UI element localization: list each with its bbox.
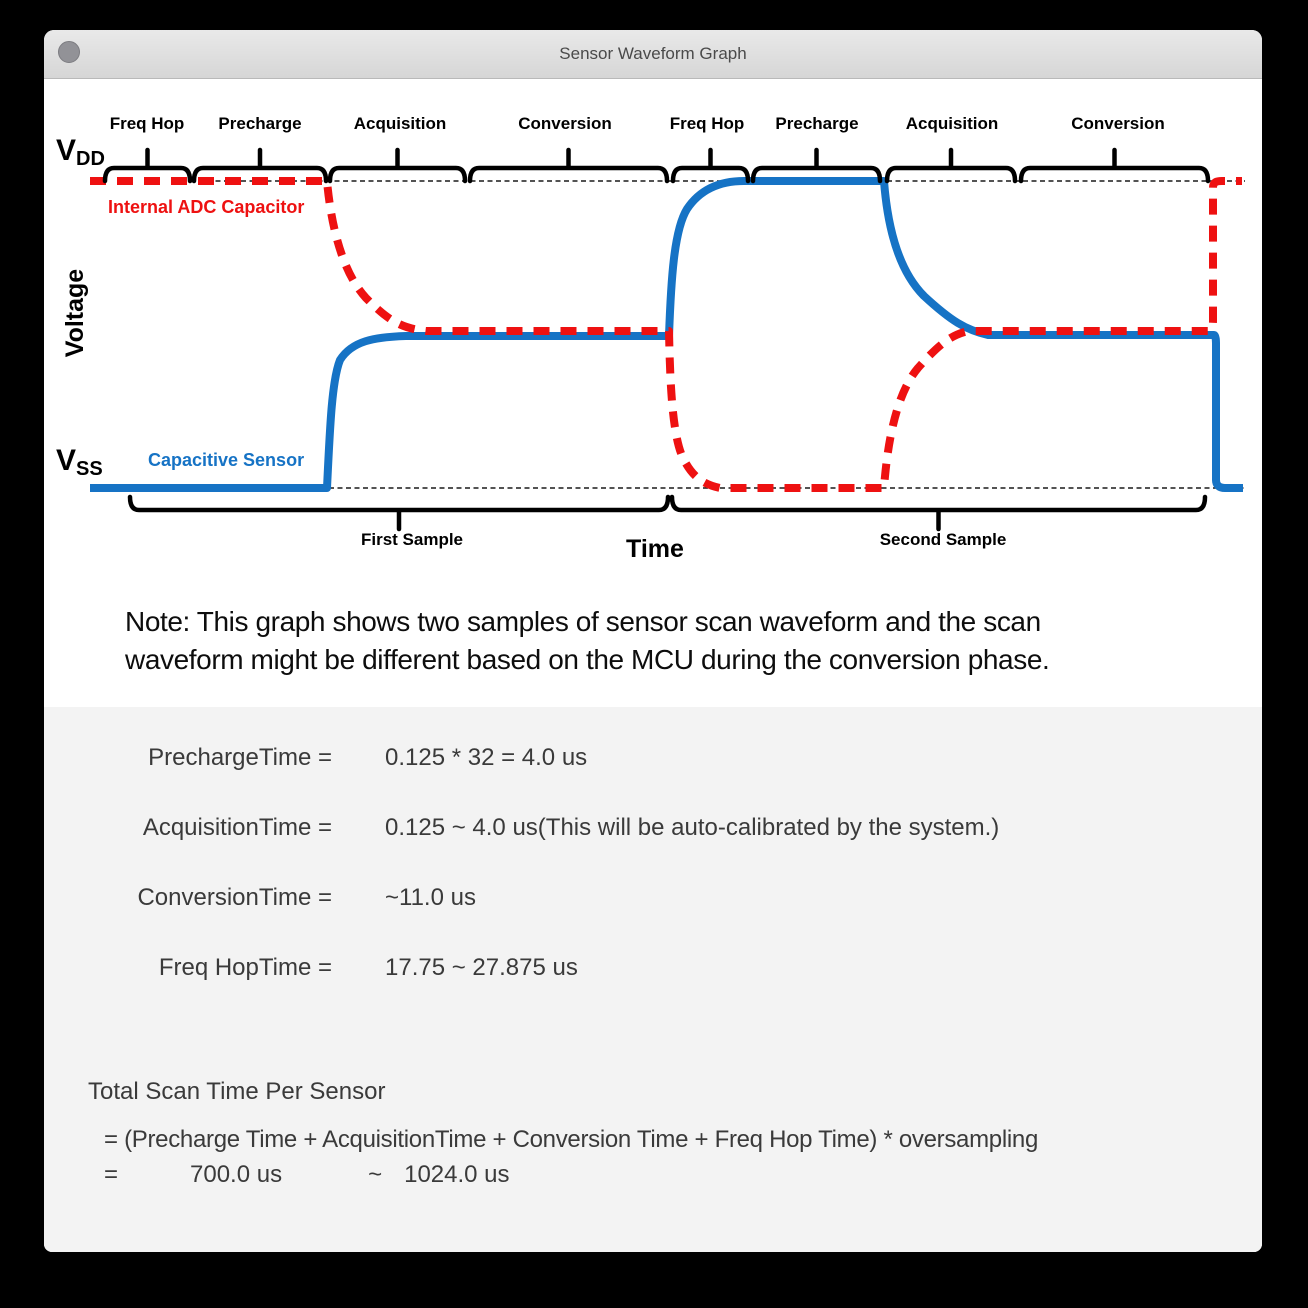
phase-label-precharge-2: Precharge: [775, 114, 859, 133]
app-window: Sensor Waveform Graph Freq Hop Precharge…: [44, 30, 1262, 1252]
phase-brace: [884, 165, 1018, 184]
timing-label: AcquisitionTime =: [142, 814, 332, 841]
timing-label: ConversionTime =: [137, 884, 332, 911]
timing-row-acquisition: AcquisitionTime = 0.125 ~ 4.0 us(This wi…: [44, 814, 1262, 844]
legend-capacitive-sensor: Capacitive Sensor: [148, 450, 305, 470]
phase-braces: [102, 147, 1211, 184]
timing-row-conversion: ConversionTime = ~11.0 us: [44, 884, 1262, 914]
total-scan-time-formula: = (Precharge Time + AcquisitionTime + Co…: [104, 1126, 1039, 1153]
result-equals: =: [104, 1161, 119, 1188]
phase-label-freq-hop-1: Freq Hop: [109, 114, 185, 133]
phase-label-freq-hop-2: Freq Hop: [669, 114, 745, 133]
timing-row-precharge: PrechargeTime = 0.125 * 32 = 4.0 us: [44, 744, 1262, 774]
phase-label-acquisition-2: Acquisition: [905, 114, 999, 133]
note-line-2: waveform might be different based on the…: [125, 644, 1050, 675]
timing-value: ~11.0 us: [385, 884, 476, 911]
total-scan-time-result: = 700.0 us ~1024.0 us: [104, 1161, 510, 1189]
timing-label: PrechargeTime =: [148, 744, 332, 771]
vss-label: VSS: [56, 444, 103, 480]
note-text: Note: This graph shows two samples of se…: [125, 603, 1050, 679]
result-max-value: 1024.0 us: [404, 1161, 510, 1188]
first-sample-label: First Sample: [360, 530, 464, 549]
timing-panel: [44, 707, 1262, 1252]
window-title: Sensor Waveform Graph: [559, 44, 747, 63]
graph-panel: [44, 79, 1262, 707]
second-sample-label: Second Sample: [879, 530, 1007, 549]
adc-capacitor-trace: [90, 177, 1242, 492]
phase-brace: [1018, 165, 1211, 184]
window-control-button[interactable]: [58, 41, 80, 63]
note-line-1: Note: This graph shows two samples of se…: [125, 606, 1041, 637]
phase-label-acquisition-1: Acquisition: [353, 114, 447, 133]
timing-value: 0.125 ~ 4.0 us(This will be auto-calibra…: [385, 814, 1000, 841]
capacitive-sensor-trace: [90, 177, 1243, 492]
phase-brace: [327, 165, 468, 184]
phase-label-conversion-1: Conversion: [518, 114, 612, 133]
sample-brace: [127, 494, 671, 513]
legend-internal-adc-capacitor: Internal ADC Capacitor: [108, 197, 305, 217]
phase-label-conversion-2: Conversion: [1071, 114, 1165, 133]
total-scan-time-heading: Total Scan Time Per Sensor: [88, 1078, 386, 1105]
phase-label-precharge-1: Precharge: [218, 114, 302, 133]
timing-row-freq-hop: Freq HopTime = 17.75 ~ 27.875 us: [44, 954, 1262, 984]
timing-label: Freq HopTime =: [158, 954, 332, 981]
sample-brace: [669, 494, 1208, 513]
titlebar[interactable]: Sensor Waveform Graph: [44, 30, 1262, 79]
waveform-chart: [90, 147, 1245, 532]
result-min-value: 700.0 us: [190, 1161, 283, 1188]
phase-brace: [467, 165, 670, 184]
result-tilde: ~: [368, 1161, 383, 1188]
sample-braces: [127, 494, 1208, 532]
vdd-label: VDD: [56, 134, 105, 170]
timing-value: 0.125 * 32 = 4.0 us: [385, 744, 588, 771]
x-axis-label: Time: [626, 535, 684, 563]
timing-value: 17.75 ~ 27.875 us: [385, 954, 578, 981]
